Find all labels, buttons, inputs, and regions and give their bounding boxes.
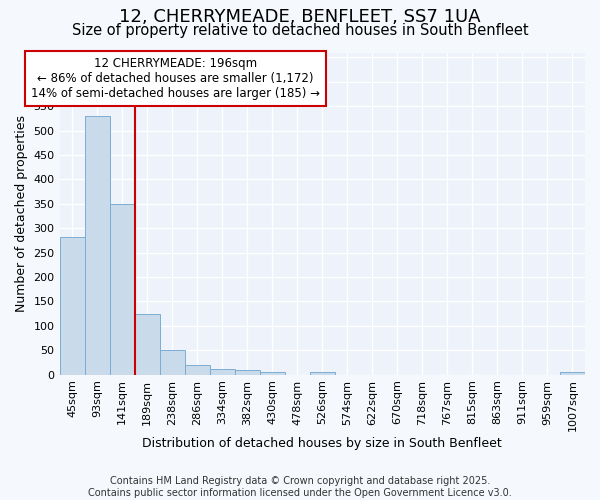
Bar	[134, 314, 160, 374]
Text: 12 CHERRYMEADE: 196sqm
← 86% of detached houses are smaller (1,172)
14% of semi-: 12 CHERRYMEADE: 196sqm ← 86% of detached…	[31, 58, 320, 100]
Text: Contains HM Land Registry data © Crown copyright and database right 2025.
Contai: Contains HM Land Registry data © Crown c…	[88, 476, 512, 498]
Bar	[110, 204, 134, 374]
Y-axis label: Number of detached properties: Number of detached properties	[15, 115, 28, 312]
Bar	[260, 372, 285, 374]
Bar	[560, 372, 585, 374]
Text: Size of property relative to detached houses in South Benfleet: Size of property relative to detached ho…	[71, 22, 529, 38]
Bar	[160, 350, 185, 374]
Bar	[59, 236, 85, 374]
Text: 12, CHERRYMEADE, BENFLEET, SS7 1UA: 12, CHERRYMEADE, BENFLEET, SS7 1UA	[119, 8, 481, 26]
Bar	[185, 365, 209, 374]
Bar	[235, 370, 260, 374]
Bar	[85, 116, 110, 374]
X-axis label: Distribution of detached houses by size in South Benfleet: Distribution of detached houses by size …	[142, 437, 502, 450]
Bar	[209, 369, 235, 374]
Bar	[310, 372, 335, 374]
